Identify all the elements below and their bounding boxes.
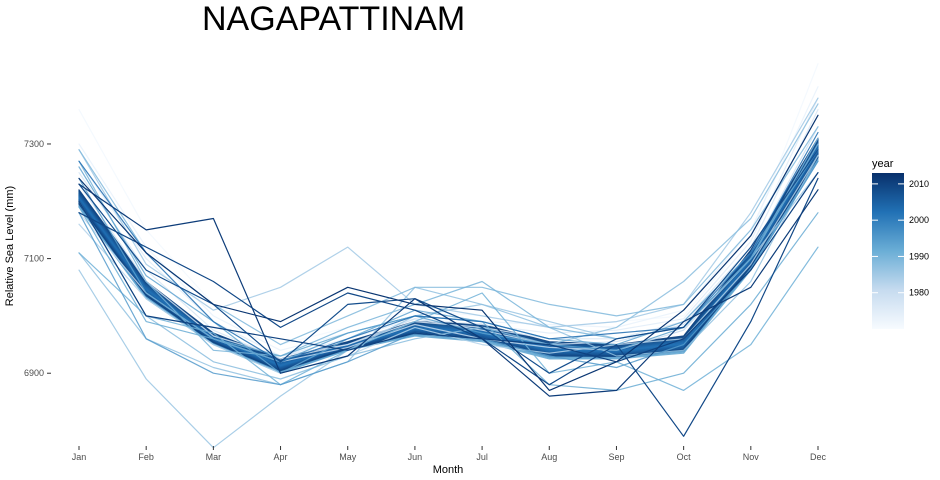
x-tick-label: Jul xyxy=(476,452,488,462)
legend-tick-label: 1980 xyxy=(909,288,929,298)
x-tick-label: Aug xyxy=(541,452,557,462)
y-tick-label: 7300 xyxy=(24,139,44,149)
x-axis: Jan Feb Mar Apr May Jun Jul Aug Sep Oct Nov Dec xyxy=(72,446,827,462)
series-line-2010 xyxy=(78,172,819,363)
series-line-2011 xyxy=(78,183,819,397)
series-line-1993 xyxy=(78,149,819,374)
series-line-2009 xyxy=(78,177,819,437)
x-tick-label: Jan xyxy=(72,452,87,462)
y-axis-title: Relative Sea Level (mm) xyxy=(4,186,16,306)
legend-ticks: 1980 1990 2000 2010 xyxy=(872,179,929,298)
x-tick-label: Apr xyxy=(274,452,288,462)
plot-area xyxy=(78,63,819,449)
x-axis-title: Month xyxy=(433,464,464,476)
legend-tick-label: 2000 xyxy=(909,215,929,225)
series-layer xyxy=(78,63,819,449)
series-line-1983 xyxy=(78,154,819,374)
series-line-1975 xyxy=(78,97,819,357)
band-line xyxy=(78,158,819,373)
x-tick-label: Dec xyxy=(810,452,827,462)
band-line xyxy=(78,137,819,360)
series-line-2012 xyxy=(78,114,819,391)
x-tick-label: Oct xyxy=(677,452,692,462)
x-tick-label: Jun xyxy=(408,452,423,462)
y-tick-label: 7100 xyxy=(24,254,44,264)
band-layer xyxy=(78,137,819,374)
legend-tick-label: 2010 xyxy=(909,179,929,189)
series-line-1988 xyxy=(78,103,819,380)
x-tick-label: May xyxy=(339,452,357,462)
x-tick-label: Nov xyxy=(743,452,760,462)
chart-title: NAGAPATTINAM xyxy=(202,0,465,38)
x-tick-label: Feb xyxy=(138,452,154,462)
series-line-2008 xyxy=(78,149,819,374)
legend: year 1980 1990 2000 2010 xyxy=(872,158,929,329)
legend-title: year xyxy=(872,158,894,170)
legend-tick-label: 1990 xyxy=(909,251,929,261)
band-line xyxy=(78,159,819,373)
y-tick-label: 6900 xyxy=(24,368,44,378)
x-tick-label: Sep xyxy=(608,452,624,462)
legend-colorbar xyxy=(872,173,904,329)
series-line-1987 xyxy=(78,154,819,386)
x-tick-label: Mar xyxy=(206,452,222,462)
band-line xyxy=(78,160,819,374)
y-axis: 6900 7100 7300 xyxy=(24,139,51,378)
